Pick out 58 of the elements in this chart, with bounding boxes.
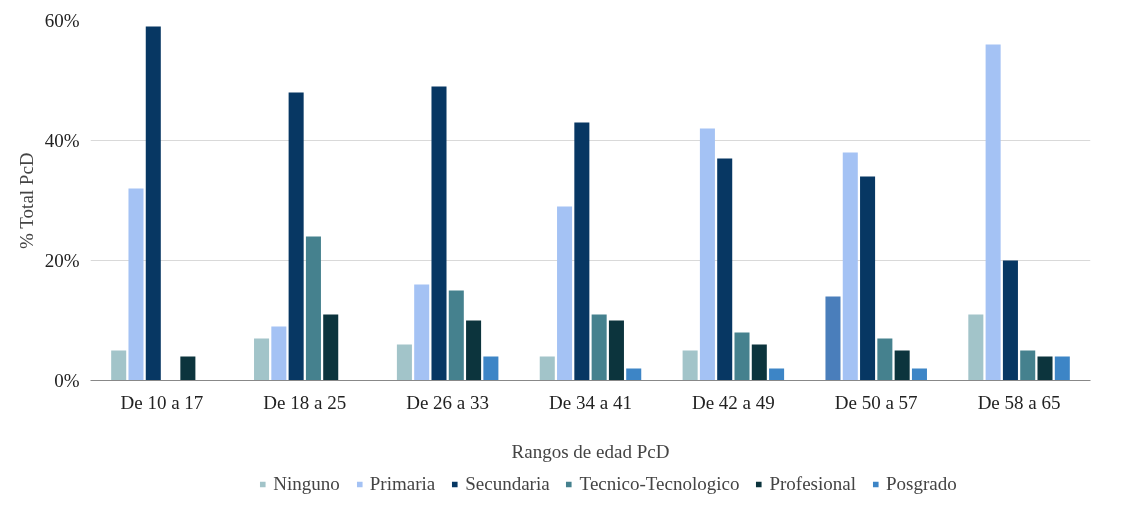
bar (894, 350, 910, 381)
bar (254, 338, 270, 381)
legend-label: Profesional (769, 473, 856, 495)
bar (751, 344, 767, 381)
bar (574, 122, 590, 381)
bar (1020, 350, 1036, 381)
bar (145, 26, 161, 381)
y-tick-label: 20% (44, 250, 80, 271)
bar (483, 356, 499, 381)
y-tick-label: 60% (44, 10, 80, 31)
bar (305, 236, 321, 381)
bar (288, 92, 304, 381)
bar (769, 368, 785, 381)
bar (860, 176, 876, 381)
legend-label: Tecnico-Tecnologico (579, 473, 740, 495)
x-tick-label: De 34 a 41 (549, 391, 632, 413)
bar (877, 338, 893, 381)
bar (717, 158, 733, 381)
x-tick-label: De 58 a 65 (977, 391, 1061, 413)
bar (111, 350, 127, 381)
legend-label: Secundaria (465, 473, 550, 495)
bar (448, 290, 464, 381)
bar (682, 350, 698, 381)
bar (825, 296, 841, 381)
bar (128, 188, 144, 381)
x-tick-label: De 18 a 25 (263, 391, 347, 413)
bar (466, 320, 482, 381)
x-tick-label: De 10 a 17 (120, 391, 204, 413)
bar (1054, 356, 1070, 381)
bar (734, 332, 750, 381)
x-tick-label: De 50 a 57 (834, 391, 918, 413)
bar (271, 326, 287, 381)
bar (591, 314, 607, 381)
bar (911, 368, 927, 381)
legend-label: Primaria (369, 473, 436, 495)
bar (699, 128, 715, 381)
x-tick-label: De 42 a 49 (691, 391, 775, 413)
bar (626, 368, 642, 381)
legend-label: Posgrado (885, 473, 957, 495)
bar (1037, 356, 1053, 381)
bar (985, 44, 1001, 381)
y-tick-label: 0% (54, 370, 80, 391)
bar (557, 206, 573, 381)
legend-label: Ninguno (273, 473, 340, 495)
bar (431, 86, 447, 381)
y-axis-title: % Total PcD (15, 152, 37, 249)
x-axis-title: Rangos de edad PcD (511, 440, 670, 462)
bar (414, 284, 430, 381)
bar (180, 356, 196, 381)
bar (1002, 260, 1018, 381)
bar (842, 152, 858, 381)
bar (396, 344, 412, 381)
bar (323, 314, 339, 381)
bar (968, 314, 984, 381)
x-tick-label: De 26 a 33 (406, 391, 490, 413)
bar (608, 320, 624, 381)
bar (539, 356, 555, 381)
y-tick-label: 40% (44, 130, 80, 151)
